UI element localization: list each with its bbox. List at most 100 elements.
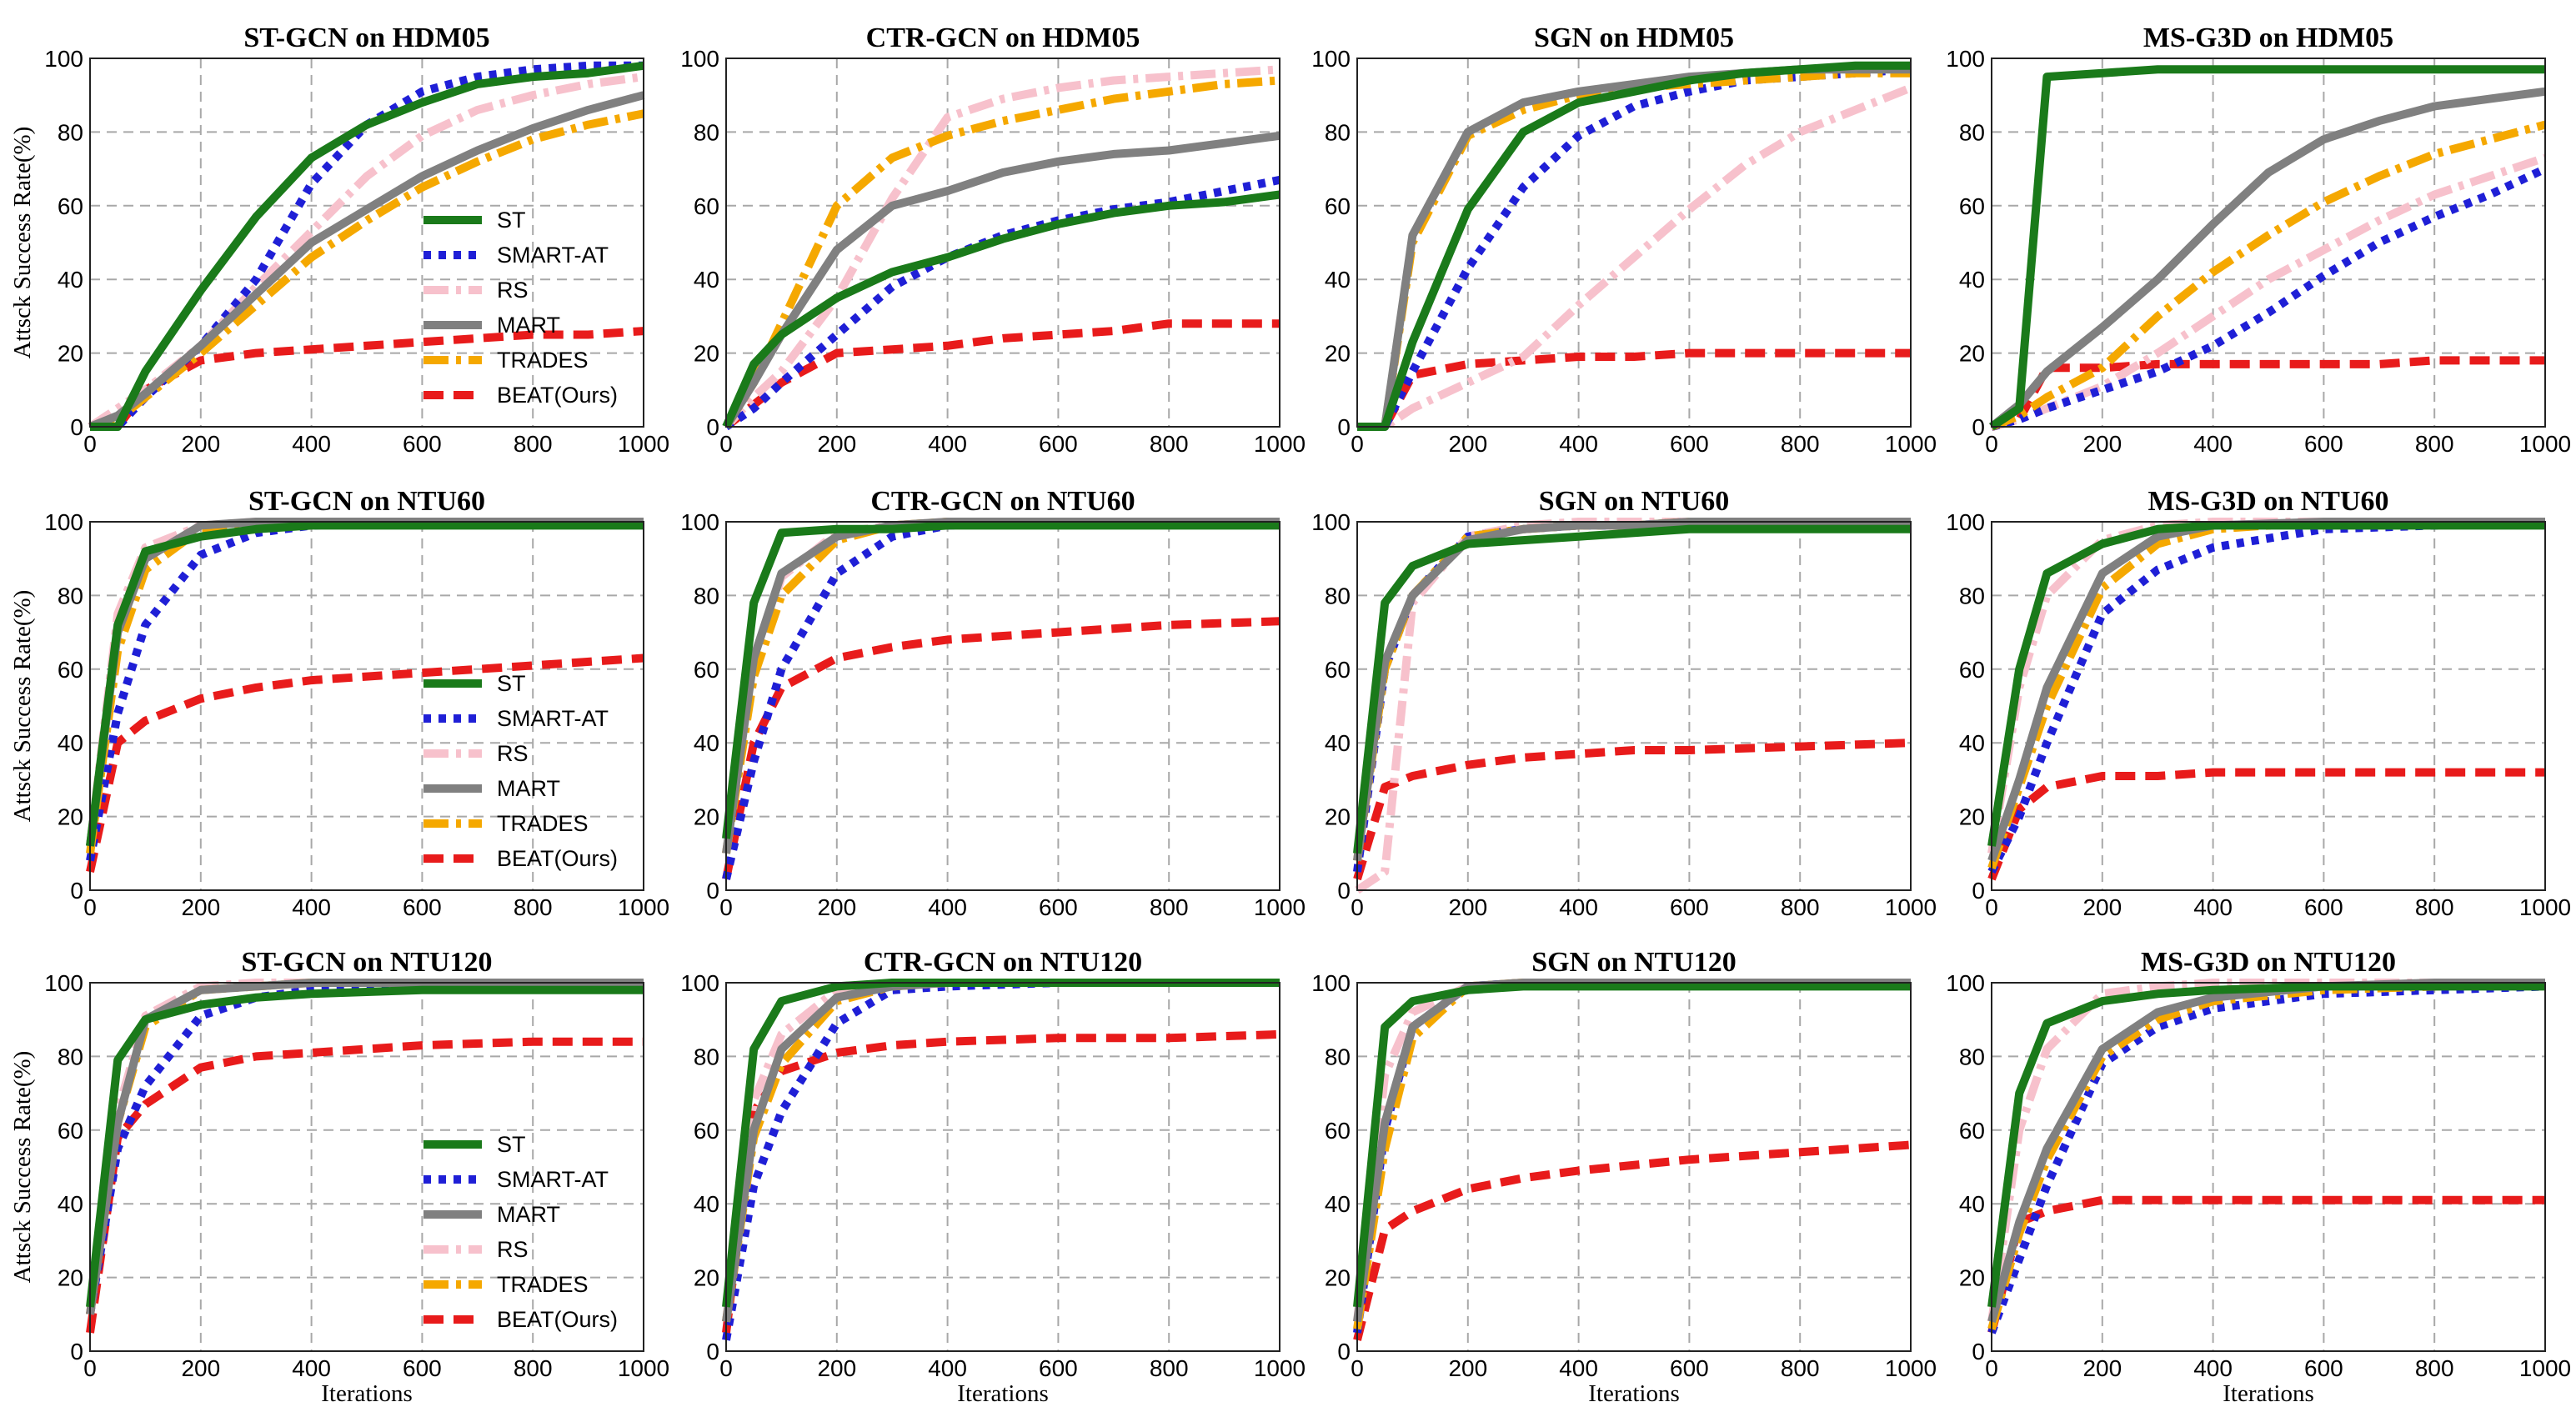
chart-panel-sgn-on-hdm05: 0 200 400 600 800 1000 0 20 40 60 80 100 SGN on HDM0… — [1311, 23, 1937, 457]
x-tick-label: 400 — [928, 894, 967, 920]
series-line-mart — [722, 131, 1280, 429]
series-line-smart-at — [1990, 165, 2548, 431]
x-tick-label: 800 — [2415, 431, 2454, 457]
x-tick-label: 800 — [514, 1355, 553, 1381]
legend-label-trades: TRADES — [497, 348, 589, 373]
x-tick-label: 800 — [2415, 894, 2454, 920]
series-line-st — [90, 61, 644, 431]
y-tick-label: 100 — [680, 970, 719, 996]
y-tick-label: 40 — [1325, 1191, 1351, 1217]
x-tick-label: 600 — [2304, 1355, 2343, 1381]
series-line-st — [1357, 61, 1911, 431]
x-tick-label: 200 — [181, 1355, 220, 1381]
chart-panel-st-gcn-on-hdm05: 0 200 400 600 800 1000 0 20 40 60 80 100 ST-GCN on H… — [9, 23, 669, 457]
y-tick-label: 0 — [1337, 1339, 1351, 1364]
legend-label-smart-at: SMART-AT — [497, 1167, 609, 1192]
chart-title: MS-G3D on NTU120 — [2141, 947, 2396, 978]
x-tick-label: 0 — [1351, 431, 1364, 457]
y-tick-label: 60 — [694, 1118, 719, 1144]
x-tick-label: 1000 — [1885, 1355, 1937, 1381]
series-line-trades — [1357, 68, 1911, 431]
y-tick-label: 0 — [706, 878, 719, 904]
series-line-rs — [722, 518, 1280, 854]
x-tick-label: 800 — [514, 431, 553, 457]
x-tick-label: 0 — [83, 431, 97, 457]
x-tick-label: 400 — [2193, 431, 2233, 457]
x-tick-label: 800 — [1150, 1355, 1189, 1381]
y-tick-label: 20 — [58, 1265, 83, 1291]
y-tick-label: 80 — [58, 119, 83, 145]
plot-frame — [1356, 521, 1912, 891]
y-tick-label: 80 — [694, 583, 719, 608]
plot-frame — [725, 521, 1280, 891]
series-line-mart — [1353, 979, 1911, 1323]
y-tick-label: 20 — [1959, 804, 1985, 830]
chart-panel-ctr-gcn-on-ntu60: 0 200 400 600 800 1000 0 20 40 60 80 100 CTR-GCN on … — [680, 486, 1306, 920]
x-tick-label: 800 — [1150, 431, 1189, 457]
series-line-smart-at — [1357, 65, 1912, 431]
y-tick-label: 40 — [694, 267, 719, 293]
x-tick-label: 800 — [514, 894, 553, 920]
plot-frame — [1991, 982, 2546, 1352]
series-line-smart-at — [1353, 979, 1911, 1334]
y-tick-label: 20 — [1325, 804, 1351, 830]
series-line-mart — [1988, 87, 2546, 430]
x-tick-label: 400 — [928, 1355, 967, 1381]
chart-title: SGN on HDM05 — [1534, 23, 1734, 53]
legend: ST SMART-AT MART RS TRADES BEAT(Ours) — [423, 1132, 618, 1332]
chart-title: ST-GCN on NTU120 — [241, 947, 492, 978]
y-tick-label: 40 — [1325, 730, 1351, 756]
x-tick-label: 0 — [719, 1355, 733, 1381]
x-tick-label: 600 — [1039, 431, 1078, 457]
x-tick-label: 200 — [2082, 1355, 2122, 1381]
x-tick-label: 1000 — [2519, 894, 2571, 920]
series-line-st — [86, 985, 644, 1308]
y-tick-label: 40 — [1325, 267, 1351, 293]
series-line-st — [1987, 982, 2545, 1308]
series-line-beat-ours — [1990, 356, 2545, 431]
y-axis-label: Attsck Success Rate(%) — [9, 127, 36, 359]
x-tick-label: 400 — [292, 894, 331, 920]
y-tick-label: 100 — [1311, 509, 1351, 535]
y-tick-label: 20 — [1959, 1265, 1985, 1291]
y-tick-label: 60 — [1959, 657, 1985, 683]
x-axis-label: Iterations — [1588, 1380, 1680, 1402]
chart-title: ST-GCN on NTU60 — [248, 486, 485, 517]
plot-frame — [1356, 982, 1912, 1352]
y-tick-label: 0 — [70, 878, 83, 904]
series-line-rs — [1355, 518, 1911, 894]
series-line-smart-at — [86, 518, 644, 862]
plot-frame — [725, 58, 1280, 428]
chart-panel-ms-g3d-on-ntu120: 0 200 400 600 800 1000 0 20 40 60 80 100 MS-G3D on N… — [1946, 947, 2571, 1402]
x-tick-label: 200 — [1448, 1355, 1487, 1381]
y-tick-label: 60 — [58, 657, 83, 683]
y-tick-label: 40 — [1959, 1191, 1985, 1217]
plot-frame — [725, 982, 1280, 1352]
chart-panel-ms-g3d-on-ntu60: 0 200 400 600 800 1000 0 20 40 60 80 100 MS-G3D on N… — [1946, 486, 2571, 920]
x-tick-label: 400 — [2193, 894, 2233, 920]
x-tick-label: 0 — [1351, 894, 1364, 920]
series-line-trades — [88, 109, 644, 431]
series-line-beat-ours — [1353, 1140, 1912, 1341]
x-tick-label: 0 — [719, 894, 733, 920]
series-line-st — [86, 521, 644, 847]
series-line-mart — [1353, 518, 1911, 862]
series-line-st — [1989, 65, 2545, 431]
series-line-trades — [1990, 120, 2547, 431]
chart-title: MS-G3D on HDM05 — [2143, 23, 2393, 53]
series-line-rs — [1357, 83, 1912, 431]
plot-frame — [89, 521, 644, 891]
x-tick-label: 1000 — [2519, 431, 2571, 457]
series-line-st — [722, 190, 1280, 429]
legend-label-rs: RS — [497, 278, 529, 303]
y-tick-label: 0 — [70, 414, 83, 440]
series-line-beat-ours — [1987, 768, 2545, 881]
chart-panel-st-gcn-on-ntu60: 0 200 400 600 800 1000 0 20 40 60 80 100 ST-GCN on N… — [9, 486, 669, 920]
x-tick-label: 1000 — [618, 1355, 669, 1381]
x-tick-label: 800 — [1150, 894, 1189, 920]
y-tick-label: 20 — [694, 804, 719, 830]
y-tick-label: 100 — [1946, 46, 1985, 72]
series-line-beat-ours — [1987, 1195, 2545, 1334]
legend-label-beat-ours: BEAT(Ours) — [497, 846, 618, 871]
